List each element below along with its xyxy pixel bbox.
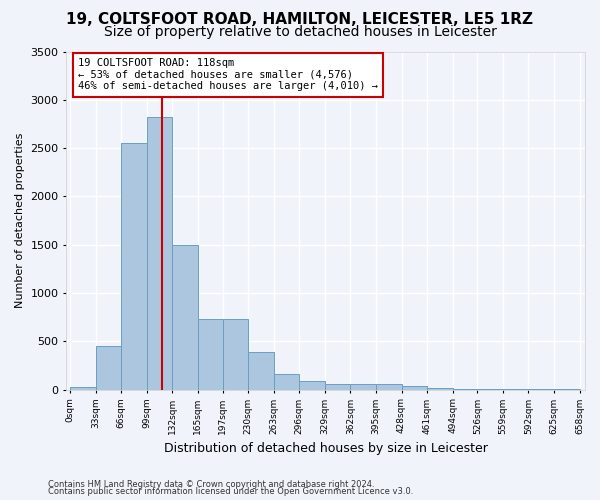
Text: Contains public sector information licensed under the Open Government Licence v3: Contains public sector information licen…	[48, 487, 413, 496]
Bar	[121, 144, 147, 390]
Text: 19, COLTSFOOT ROAD, HAMILTON, LEICESTER, LE5 1RZ: 19, COLTSFOOT ROAD, HAMILTON, LEICESTER,…	[67, 12, 533, 28]
Bar	[96, 346, 121, 390]
Bar	[172, 244, 198, 390]
X-axis label: Distribution of detached houses by size in Leicester: Distribution of detached houses by size …	[164, 442, 488, 455]
Bar	[452, 388, 478, 390]
Bar	[223, 319, 248, 390]
Text: Contains HM Land Registry data © Crown copyright and database right 2024.: Contains HM Land Registry data © Crown c…	[48, 480, 374, 489]
Bar	[350, 384, 376, 390]
Text: Size of property relative to detached houses in Leicester: Size of property relative to detached ho…	[104, 25, 496, 39]
Bar	[427, 388, 452, 390]
Y-axis label: Number of detached properties: Number of detached properties	[15, 133, 25, 308]
Text: 19 COLTSFOOT ROAD: 118sqm
← 53% of detached houses are smaller (4,576)
46% of se: 19 COLTSFOOT ROAD: 118sqm ← 53% of detac…	[78, 58, 378, 92]
Bar	[248, 352, 274, 390]
Bar	[147, 117, 172, 390]
Bar	[70, 387, 96, 390]
Bar	[274, 374, 299, 390]
Bar	[198, 319, 223, 390]
Bar	[401, 386, 427, 390]
Bar	[299, 381, 325, 390]
Bar	[325, 384, 350, 390]
Bar	[376, 384, 401, 390]
